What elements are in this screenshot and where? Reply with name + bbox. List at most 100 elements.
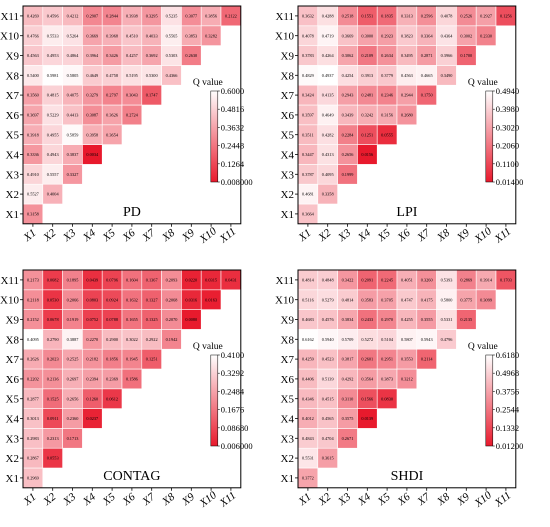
x-tick-label: X4 xyxy=(355,227,373,245)
cell-value-label: 0.2922 xyxy=(146,337,158,342)
x-tick-label: X3 xyxy=(60,227,78,245)
y-tick-label: X4 xyxy=(281,414,295,426)
cell-value-label: 0.1945 xyxy=(126,357,138,362)
cell-value-label: 0.4095 xyxy=(27,337,39,342)
cell-value-label: 0.3564 xyxy=(361,377,374,382)
cell-value-label: 0.5279 xyxy=(322,297,334,302)
cell-value-label: 0.3158 xyxy=(27,212,39,217)
cell-value-label: 0.4955 xyxy=(47,132,59,137)
cell-value-label: 0.1251 xyxy=(361,132,373,137)
cell-value-label: 0.0678 xyxy=(47,317,59,322)
cell-value-label: 0.4683 xyxy=(302,317,314,322)
cell-value-label: 0.1367 xyxy=(146,278,159,283)
cell-value-label: 0.3669 xyxy=(342,33,354,38)
cell-value-label: 0.4095 xyxy=(322,172,334,177)
cell-value-label: 0.4943 xyxy=(47,152,59,157)
cell-value-label: 0.2313 xyxy=(47,436,59,441)
cell-value-label: 0.1856 xyxy=(106,357,119,362)
y-tick-label: X8 xyxy=(281,70,295,82)
cell-value-label: 0.2867 xyxy=(27,456,40,461)
cell-value-label: 0.3705 xyxy=(381,297,393,302)
cell-value-label: 0.3697 xyxy=(27,113,40,118)
cell-value-label: 0.1713 xyxy=(67,436,79,441)
colorbar-tick-label: 0.1332 xyxy=(496,423,519,433)
cell-value-label: 0.3002 xyxy=(460,33,472,38)
x-tick-label: X1 xyxy=(296,227,314,245)
y-tick-label: X11 xyxy=(275,11,294,23)
x-tick-label: X9 xyxy=(454,227,472,245)
cell-value-label: 0.2601 xyxy=(361,357,373,362)
x-tick-label: X2 xyxy=(316,491,334,509)
x-tick-label: X7 xyxy=(415,491,433,509)
cell-value-label: 0.4254 xyxy=(342,73,355,78)
cell-value-label: 0.3583 xyxy=(361,297,373,302)
cell-value-label: 0.2900 xyxy=(106,337,118,342)
cell-value-label: 0.0237 xyxy=(86,416,99,421)
cell-value-label: 0.4051 xyxy=(401,278,413,283)
cell-value-label: 0.5531 xyxy=(302,456,314,461)
cell-value-label: 0.3560 xyxy=(27,93,39,98)
colorbar-tick-label: 0.3020 xyxy=(496,122,519,132)
cell-value-label: 0.3364 xyxy=(421,33,434,38)
y-tick-label: X2 xyxy=(6,453,19,465)
cell-value-label: 0.5709 xyxy=(342,337,354,342)
cell-value-label: 0.3490 xyxy=(441,73,453,78)
x-tick-label: X11 xyxy=(492,226,513,246)
y-tick-label: X6 xyxy=(6,110,20,122)
cell-value-label: 0.2983 xyxy=(27,436,39,441)
x-tick-label: X1 xyxy=(21,491,39,509)
cell-value-label: 0.4313 xyxy=(322,152,334,157)
cell-value-label: 0.2182 xyxy=(86,357,98,362)
x-tick-label: X10 xyxy=(472,225,495,246)
y-tick-label: X3 xyxy=(6,433,20,445)
cell-value-label: 0.2724 xyxy=(126,113,139,118)
cell-value-label: 0.3282 xyxy=(205,33,217,38)
y-tick-label: X9 xyxy=(6,315,20,327)
cell-value-label: 0.5800 xyxy=(441,297,453,302)
cell-value-label: 0.5116 xyxy=(302,297,315,302)
cell-value-label: 0.3043 xyxy=(126,93,138,98)
cell-value-label: 0.2944 xyxy=(401,93,414,98)
cell-value-label: 0.2923 xyxy=(381,33,393,38)
colorbar-tick-label: 0.01400 xyxy=(496,177,524,187)
cell-value-label: 0.3313 xyxy=(401,14,413,19)
cell-value-label: 0.3013 xyxy=(27,416,39,421)
cell-value-label: 0.3775 xyxy=(460,297,472,302)
cell-value-label: 0.3575 xyxy=(342,416,354,421)
legend-title: Q value xyxy=(193,78,223,88)
cell-value-label: 0.1919 xyxy=(67,317,79,322)
cell-value-label: 0.2118 xyxy=(27,297,39,302)
colorbar-tick-label: 0.2484 xyxy=(221,386,245,396)
cell-value-label: 0.3555 xyxy=(421,317,433,322)
cell-value-label: 0.1700 xyxy=(460,53,472,58)
colorbar xyxy=(485,90,494,183)
cell-value-label: 0.2093 xyxy=(166,278,178,283)
cell-value-label: 0.3156 xyxy=(381,113,394,118)
cell-value-label: 0.5235 xyxy=(166,14,178,19)
cell-value-label: 0.2070 xyxy=(166,317,178,322)
cell-value-label: 0.3615 xyxy=(322,456,334,461)
cell-value-label: 0.4649 xyxy=(86,73,98,78)
y-tick-label: X9 xyxy=(281,315,295,327)
x-tick-label: X5 xyxy=(375,227,393,245)
colorbar-tick-label: 0.3292 xyxy=(221,368,244,378)
heatmap-panel-shdi: 0.3772 0.5531 0.3615 0.4843 0.4704 0.2671 0.40… xyxy=(275,269,523,510)
cell-value-label: 0.0830 xyxy=(381,396,393,401)
cell-value-label: 0.4665 xyxy=(421,73,433,78)
cell-value-label: 0.1325 xyxy=(146,317,158,322)
cell-value-label: 0.4078 xyxy=(302,33,314,38)
y-tick-label: X5 xyxy=(6,394,20,406)
x-tick-label: X3 xyxy=(335,491,353,509)
cell-value-label: 0.4269 xyxy=(27,14,39,19)
cell-value-label: 0.2634 xyxy=(381,53,394,58)
x-tick-label: X4 xyxy=(80,227,98,245)
cell-value-label: 0.3424 xyxy=(302,93,315,98)
cell-value-label: 0.4563 xyxy=(401,73,413,78)
cell-value-label: 0.1327 xyxy=(146,297,159,302)
cell-value-label: 0.5195 xyxy=(126,73,138,78)
colorbar-tick-label: 0.6000 xyxy=(221,86,244,96)
cell-value-label: 0.0612 xyxy=(106,396,118,401)
cell-value-label: 0.3968 xyxy=(106,33,118,38)
cell-value-label: 0.4523 xyxy=(322,357,334,362)
